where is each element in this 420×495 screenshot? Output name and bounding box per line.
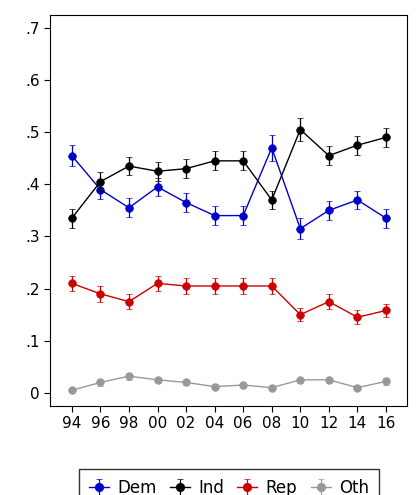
Legend: Dem, Ind, Rep, Oth: Dem, Ind, Rep, Oth xyxy=(79,469,379,495)
